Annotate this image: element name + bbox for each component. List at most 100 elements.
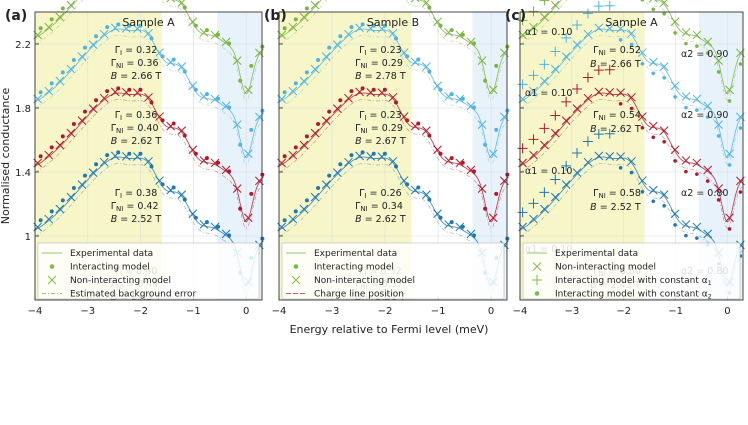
gamma-value: = 0.29 (368, 123, 403, 134)
field-label: B = 2.78 T (355, 71, 406, 82)
interacting-marker (182, 69, 187, 74)
field-value: = 2.52 T (597, 202, 641, 213)
field-value: = 2.52 T (117, 214, 161, 225)
interacting-marker (204, 92, 209, 97)
gamma-value: = 0.52 (606, 45, 641, 56)
gamma-value: = 0.23 (367, 45, 402, 56)
field-value: = 2.62 T (117, 136, 161, 147)
interacting-marker (160, 182, 165, 187)
noninteracting-marker (550, 192, 560, 202)
interacting-marker (416, 57, 421, 62)
field-value: = 2.66 T (597, 59, 641, 70)
interacting-alpha2-marker (640, 0, 645, 2)
interacting-alpha1-marker (572, 147, 583, 158)
gamma-symbol: Γ (111, 123, 117, 134)
interacting-alpha2-marker (640, 125, 645, 130)
gamma-value: = 0.34 (368, 201, 403, 212)
interacting-marker (238, 206, 243, 211)
noninteracting-marker (638, 48, 647, 57)
experimental-line (519, 28, 744, 159)
legend-dot-marker (49, 264, 55, 269)
noninteracting-marker (670, 81, 680, 91)
noninteracting-marker (232, 120, 242, 130)
field-symbol: B (111, 136, 118, 147)
noninteracting-marker (670, 17, 680, 27)
noninteracting-marker (477, 56, 487, 66)
noninteracting-marker (55, 140, 65, 150)
gamma-symbol: Γ (359, 188, 365, 199)
gamma-symbol: Γ (593, 110, 599, 121)
noninteracting-marker (344, 29, 353, 39)
noninteracting-marker (332, 104, 342, 114)
panel-title: Sample B (367, 16, 419, 29)
noninteracting-marker (388, 156, 398, 166)
interacting-alpha2-marker (705, 51, 710, 55)
interacting-marker (405, 54, 410, 59)
noninteracting-marker (561, 180, 571, 189)
interacting-marker (338, 98, 343, 103)
interacting-alpha2-marker (618, 165, 623, 170)
interacting-alpha1-marker (561, 160, 572, 171)
interacting-alpha1-marker (604, 64, 615, 75)
noninteracting-marker (321, 52, 331, 61)
noninteracting-marker (540, 12, 549, 22)
noninteracting-marker (583, 29, 593, 39)
legend-box (522, 242, 741, 300)
alpha1-label: α1 = 0.10 (525, 166, 572, 177)
gamma-value: = 0.36 (122, 110, 157, 121)
x-tick-label: 0 (488, 306, 494, 317)
experimental-line (34, 92, 263, 223)
interacting-alpha2-marker (716, 198, 721, 202)
interacting-marker (105, 89, 110, 94)
noninteracting-marker (144, 92, 153, 102)
interacting-alpha1-marker (582, 8, 593, 19)
noninteracting-marker (243, 85, 253, 95)
interacting-alpha2-marker (629, 106, 634, 111)
interacting-marker (293, 209, 298, 214)
noninteracting-marker (299, 12, 309, 22)
legend-label: Interacting model (314, 263, 394, 273)
noninteracting-marker (594, 87, 604, 97)
interacting-marker (193, 151, 198, 156)
noninteracting-marker (703, 229, 713, 239)
noninteracting-marker (477, 120, 487, 130)
noninteracting-marker (99, 93, 109, 103)
gamma-symbol: Γ (593, 188, 599, 199)
noninteracting-marker (288, 22, 298, 32)
interacting-alpha1-marker (582, 136, 593, 147)
interacting-marker (460, 96, 465, 101)
experimental-line (519, 92, 744, 223)
noninteracting-marker (55, 204, 65, 214)
interacting-alpha1-marker (528, 134, 539, 145)
field-value: = 2.62 T (597, 124, 641, 135)
interacting-alpha2-marker (738, 62, 743, 66)
interacting-alpha1-marker (582, 72, 593, 83)
noninteracting-marker (638, 112, 647, 121)
interacting-alpha2-marker (727, 163, 732, 167)
interacting-marker (38, 90, 43, 95)
interacting-alpha2-marker (695, 172, 699, 176)
gamma-i-label: ΓI = 0.38 (115, 188, 158, 200)
noninteracting-marker (681, 28, 691, 37)
noninteracting-marker (422, 62, 431, 71)
noninteracting-marker (144, 156, 153, 166)
experimental-line (519, 0, 744, 95)
gamma-subscript: I (364, 49, 366, 57)
interacting-marker (316, 121, 321, 126)
noninteracting-marker (616, 88, 625, 97)
interacting-marker (105, 153, 110, 158)
noninteracting-marker (44, 22, 54, 32)
noninteracting-marker (648, 121, 658, 131)
interacting-alpha2-marker (618, 37, 623, 42)
interacting-marker (483, 206, 488, 211)
noninteracting-marker (88, 104, 98, 114)
noninteracting-marker (540, 140, 549, 150)
noninteracting-marker (648, 57, 658, 67)
gamma-ni-label: ΓNI = 0.29 (355, 123, 403, 135)
interacting-marker (60, 70, 65, 75)
gamma-symbol: Γ (359, 45, 365, 56)
gamma-ni-label: ΓNI = 0.40 (111, 123, 159, 135)
gamma-subscript: I (364, 114, 366, 122)
interacting-marker (105, 25, 110, 30)
